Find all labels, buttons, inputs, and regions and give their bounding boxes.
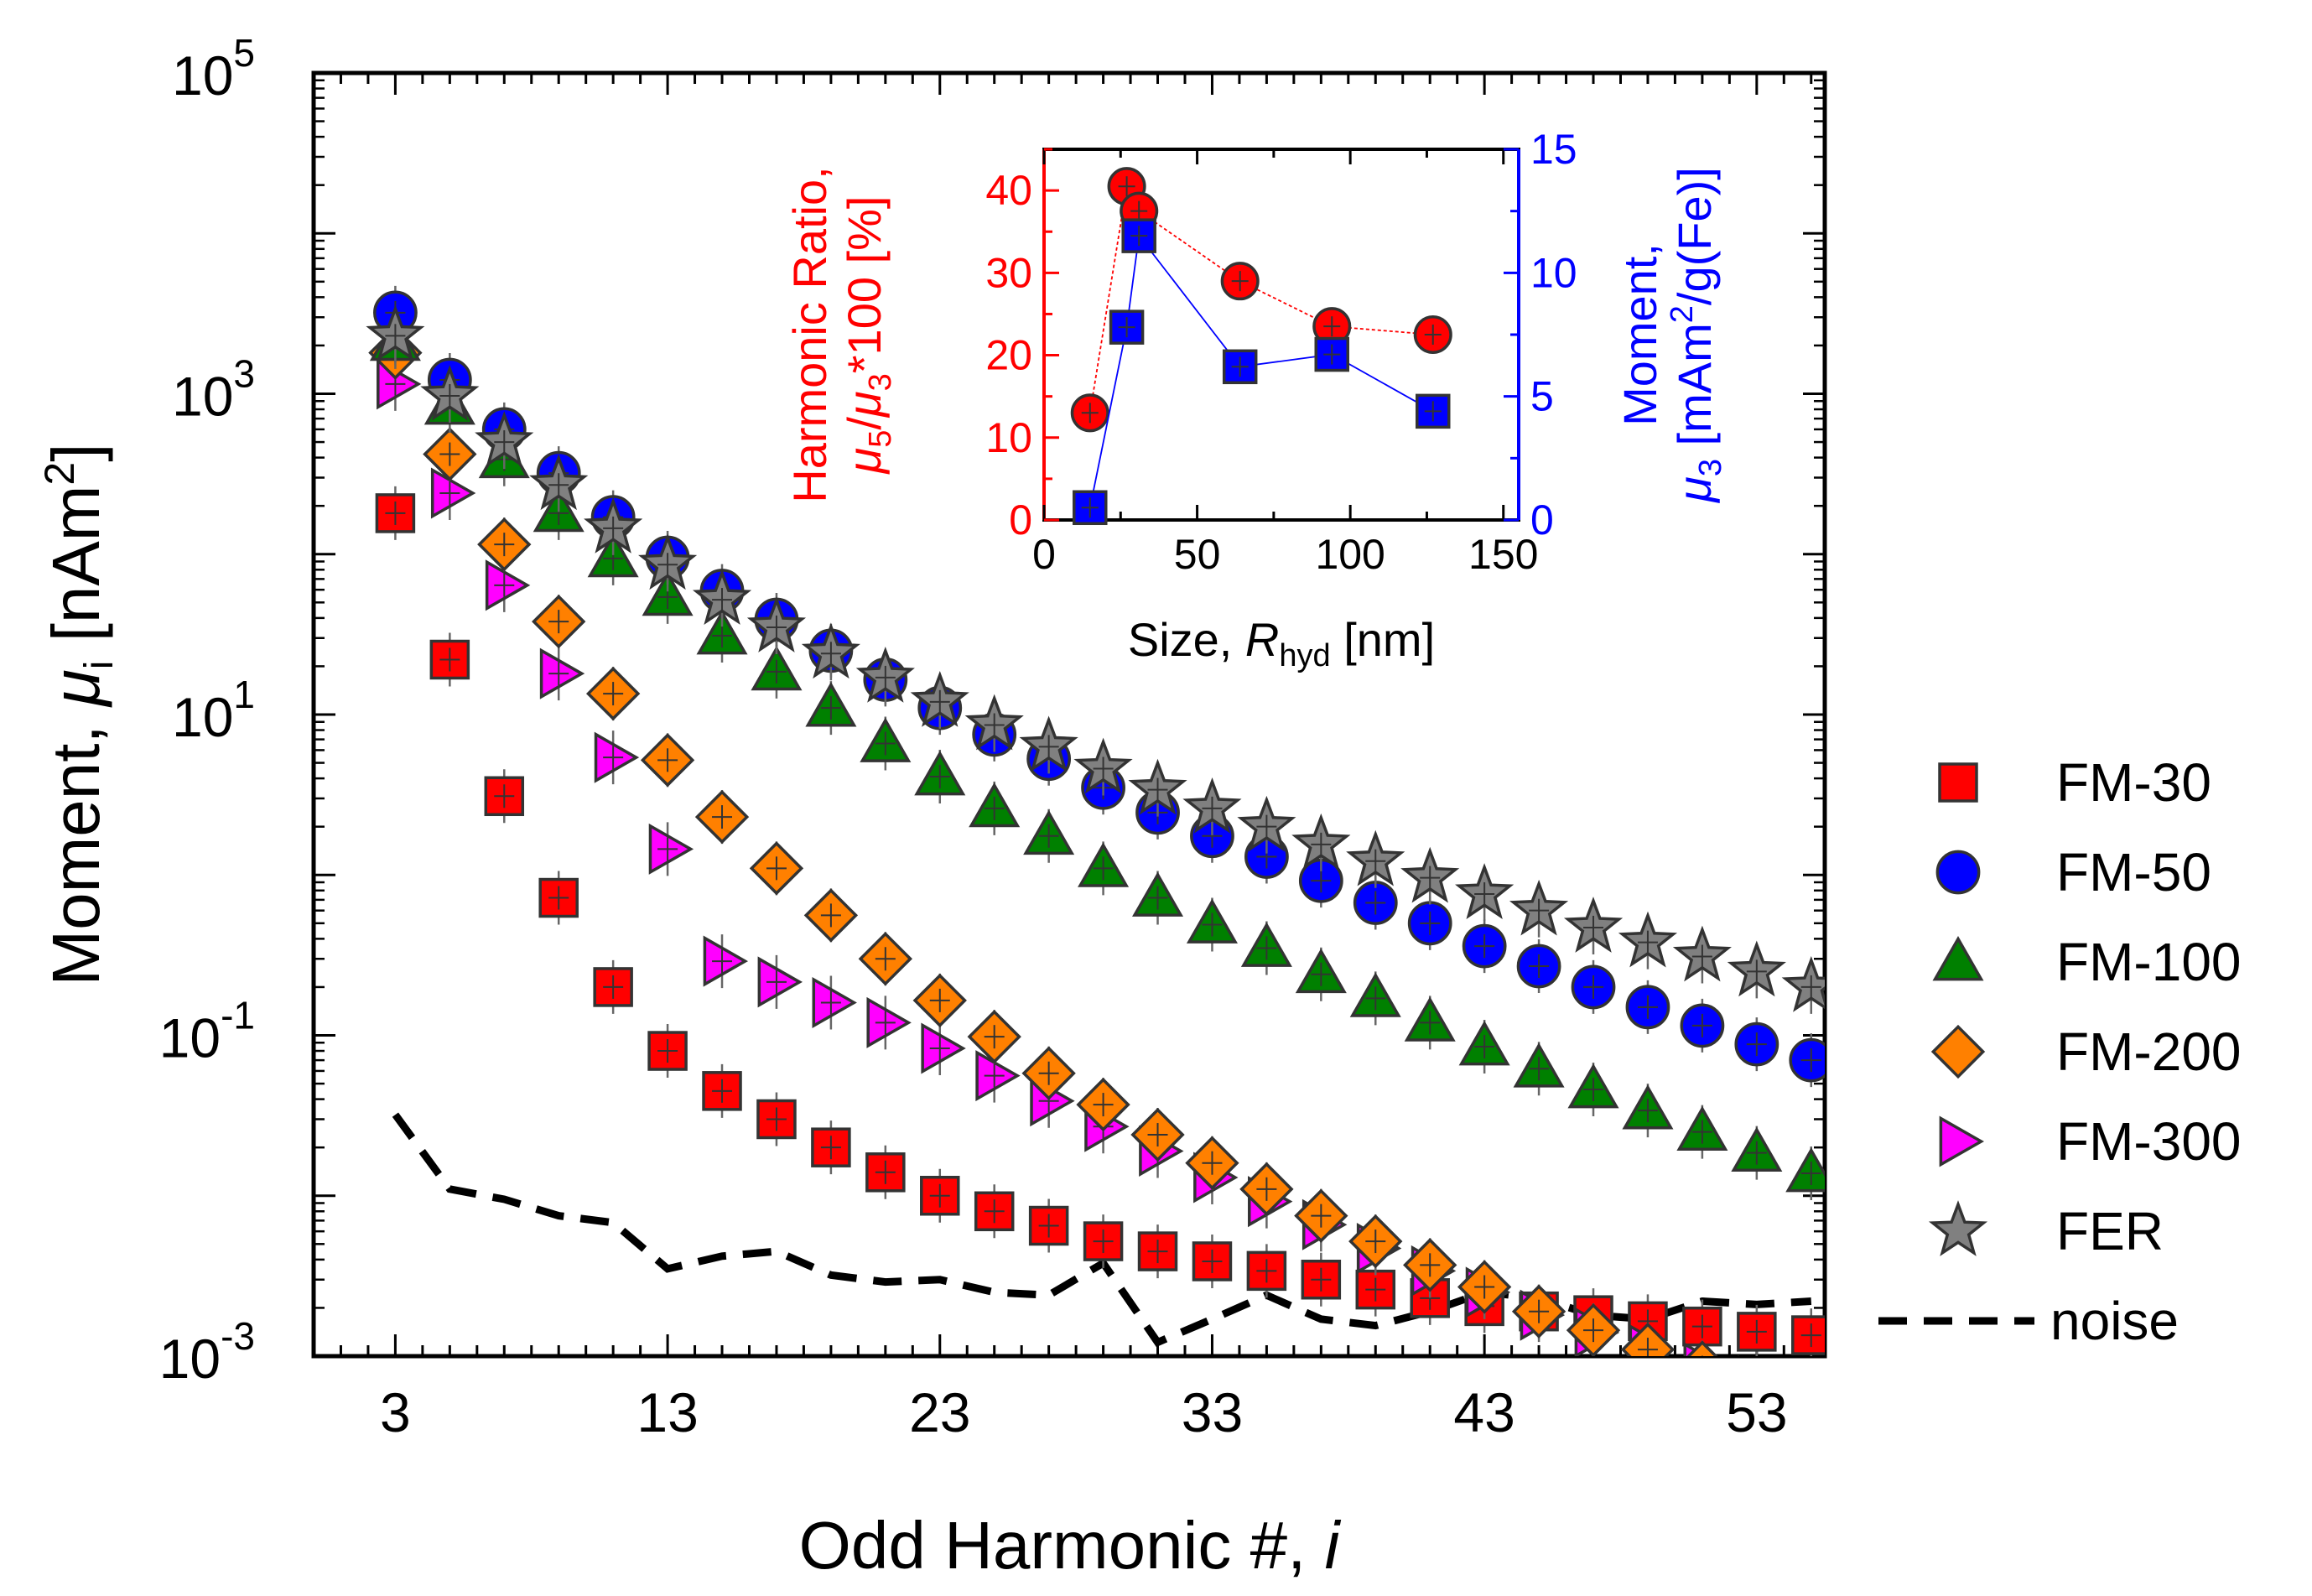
inset-right-axis-title-line2: μ3 [mAm2/g(Fe)] (1665, 167, 1728, 504)
inset-x-tick-label: 0 (1032, 531, 1056, 578)
legend-label: FM-30 (2056, 752, 2211, 813)
legend-label: FM-200 (2056, 1022, 2242, 1082)
legend-marker (1930, 1024, 1986, 1079)
inset-left-axis-title-line1: Harmonic Ratio, (783, 166, 836, 502)
inset-right-tick-label: 10 (1530, 249, 1577, 296)
y-tick-label: 10-1 (159, 994, 255, 1069)
legend-label: FM-50 (2056, 842, 2211, 902)
legend-label: noise (2050, 1291, 2179, 1351)
x-tick-label: 3 (380, 1381, 411, 1443)
legend-item-fm-50: FM-50 (1935, 842, 2211, 902)
legend-item-noise: noise (1878, 1291, 2179, 1351)
x-tick-label: 43 (1453, 1381, 1514, 1443)
legend: FM-30 FM-50 FM-100 FM-200 FM-300 FER noise (1878, 752, 2242, 1351)
inset-data-point (1314, 336, 1350, 372)
legend-marker (1932, 935, 1984, 981)
inset-right-tick-label: 15 (1530, 126, 1577, 173)
legend-marker (1938, 762, 1978, 803)
data-point (1192, 1241, 1233, 1281)
data-point (1785, 1146, 1825, 1193)
legend-marker (1935, 850, 1981, 895)
inset-left-tick-label: 30 (985, 249, 1032, 296)
legend-label: FM-300 (2056, 1111, 2242, 1172)
legend-item-fer: FER (1928, 1200, 2164, 1261)
series-fer (366, 304, 1825, 1014)
legend-item-fm-300: FM-300 (1939, 1111, 2242, 1172)
data-point (1794, 1369, 1834, 1415)
y-tick-label: 101 (172, 673, 255, 748)
inset-left-tick-label: 40 (985, 167, 1032, 214)
inset-x-axis-title: Size, Rhyd [nm] (1128, 613, 1435, 673)
legend-label: FM-100 (2056, 932, 2242, 992)
data-point (1786, 1374, 1836, 1423)
x-tick-label: 53 (1726, 1381, 1787, 1443)
inset-series-moment (1073, 218, 1451, 526)
x-axis-title: Odd Harmonic #, i (799, 1508, 1342, 1583)
inset-left-tick-label: 10 (985, 414, 1032, 461)
inset-series-harmonic-ratio (1070, 167, 1452, 433)
inset-left-tick-label: 0 (1009, 496, 1032, 543)
legend-item-fm-200: FM-200 (1930, 1022, 2242, 1082)
inset-left-tick-label: 20 (985, 332, 1032, 379)
y-tick-label: 103 (172, 352, 255, 428)
inset-x-tick-label: 50 (1174, 531, 1221, 578)
y-tick-label: 105 (172, 31, 255, 107)
legend-marker (1939, 1115, 1985, 1167)
x-tick-label: 33 (1182, 1381, 1243, 1443)
inset-right-tick-label: 5 (1530, 373, 1554, 420)
inset-x-tick-label: 100 (1315, 531, 1385, 578)
inset-right-tick-label: 0 (1530, 496, 1554, 543)
legend-label: FER (2056, 1201, 2164, 1261)
legend-marker (1928, 1200, 1988, 1256)
inset-data-point (1416, 393, 1451, 429)
series-fm-200 (368, 325, 1836, 1423)
x-tick-label: 23 (909, 1381, 970, 1443)
y-axis-title: Moment, μi [nAm2] (36, 444, 122, 986)
x-tick-label: 13 (636, 1381, 698, 1443)
inset-data-point (1073, 490, 1108, 526)
inset-x-tick-label: 150 (1468, 531, 1538, 578)
inset-right-axis-title-line1: Moment, (1613, 243, 1666, 426)
legend-item-fm-30: FM-30 (1938, 752, 2211, 813)
legend-item-fm-100: FM-100 (1932, 932, 2242, 992)
y-tick-label: 10-3 (159, 1314, 255, 1390)
data-point (1686, 1340, 1718, 1356)
inset-left-axis-title-line2: μ5/μ3*100 [%] (838, 196, 898, 476)
